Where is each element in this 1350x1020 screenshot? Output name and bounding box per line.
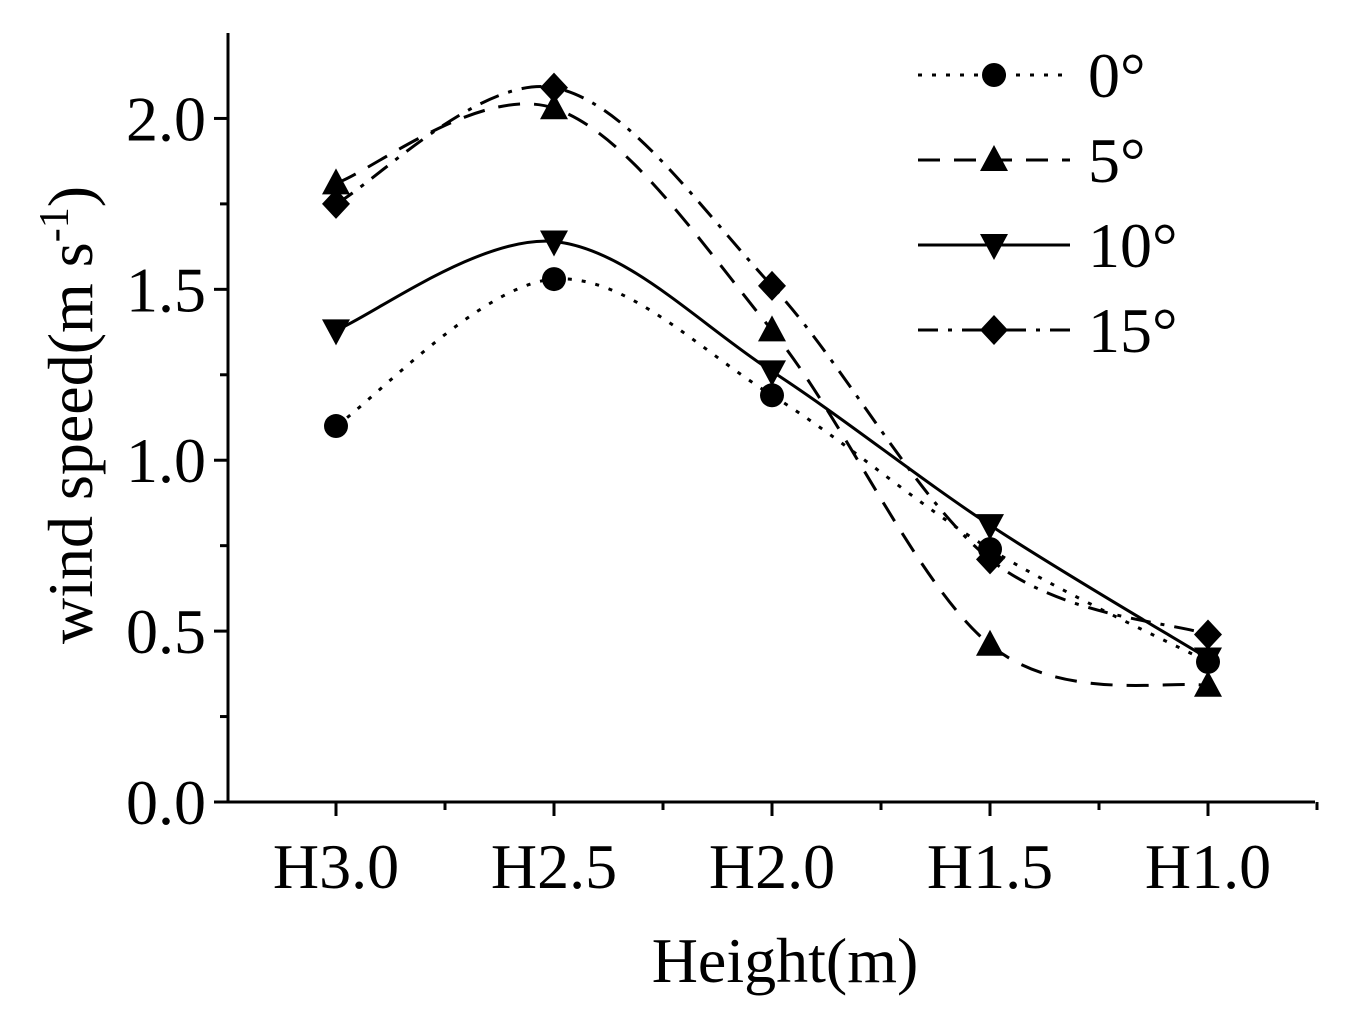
legend-entry: 15° [918, 295, 1178, 366]
series-line [335, 85, 1209, 636]
y-tick-label: 0.5 [126, 596, 206, 667]
data-point [976, 629, 1004, 656]
legend-marker [980, 234, 1008, 260]
x-tick-label: H1.0 [1145, 831, 1271, 902]
y-axis-title-close: ) [35, 186, 106, 207]
legend-marker [980, 315, 1008, 345]
data-point [542, 267, 566, 292]
data-point [540, 72, 568, 103]
y-axis-title-superscript: -1 [32, 207, 78, 242]
x-tick-label: H3.0 [273, 831, 399, 902]
data-point [758, 360, 786, 387]
data-point [976, 544, 1004, 575]
y-axis-title: wind speed(m s-1) [32, 186, 106, 644]
data-point [322, 319, 350, 346]
legend-label: 15° [1088, 295, 1178, 366]
x-tick-label: H1.5 [927, 831, 1053, 902]
legend-label: 10° [1088, 210, 1178, 281]
series-3 [322, 72, 1222, 650]
data-point [324, 414, 348, 439]
legend-label: 0° [1088, 40, 1146, 111]
data-point [976, 514, 1004, 541]
data-point [1194, 619, 1222, 650]
y-axis-title-main: wind speed(m s [35, 242, 106, 644]
series-1 [322, 93, 1222, 697]
x-axis-title: Height(m) [652, 925, 919, 996]
y-tick-label: 1.0 [126, 425, 206, 496]
data-point [322, 168, 350, 195]
axes: 0.0 0.5 1.0 1.5 2.0 H3.0 H2.5 H2.0 H1.5 H1.0 [126, 33, 1319, 902]
data-point [540, 93, 568, 120]
series-2 [322, 230, 1222, 674]
legend: 0° 5° 10° 15° [918, 40, 1178, 366]
x-tick-label: H2.0 [709, 831, 835, 902]
data-point [540, 230, 568, 257]
data-point [1194, 670, 1222, 697]
x-tick-label: H2.5 [491, 831, 617, 902]
legend-label: 5° [1088, 125, 1146, 196]
legend-entry: 5° [918, 125, 1146, 196]
y-tick-label: 2.0 [126, 83, 206, 154]
data-point [758, 315, 786, 342]
series-layer [322, 72, 1222, 697]
data-point [758, 270, 786, 301]
legend-entry: 10° [918, 210, 1178, 281]
legend-marker [980, 145, 1008, 171]
data-point [322, 188, 350, 219]
y-tick-label: 1.5 [126, 254, 206, 325]
data-point [1194, 647, 1222, 674]
data-point [760, 383, 784, 408]
y-tick-label: 0.0 [126, 767, 206, 838]
legend-marker [982, 63, 1006, 87]
legend-entry: 0° [918, 40, 1146, 111]
